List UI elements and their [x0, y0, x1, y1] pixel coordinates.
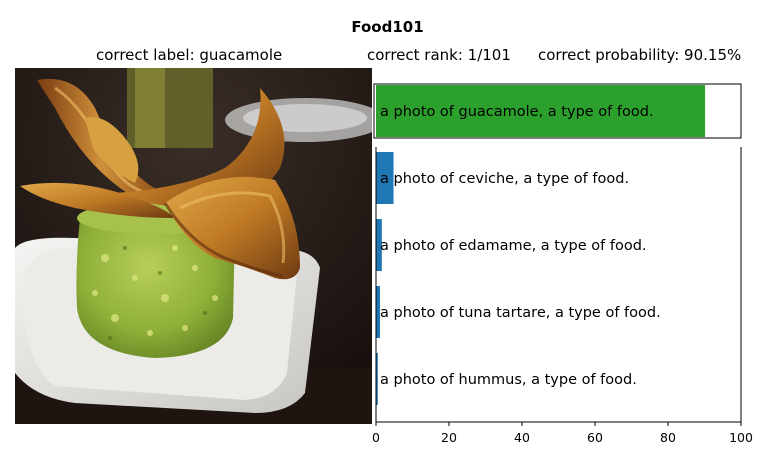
- correct-rank-text: correct rank: 1/101: [367, 46, 511, 64]
- x-tick-label-1: 20: [441, 430, 457, 445]
- x-tick-label-2: 40: [514, 430, 530, 445]
- x-tick-label-3: 60: [587, 430, 603, 445]
- bar-0: [376, 85, 706, 137]
- bar-2: [376, 219, 382, 271]
- x-tick-label-0: 0: [372, 430, 380, 445]
- category-label-4: a photo of hummus, a type of food.: [380, 372, 637, 388]
- x-tick-label-5: 100: [729, 430, 753, 445]
- category-label-0: a photo of guacamole, a type of food.: [380, 104, 654, 120]
- food-photo: [15, 68, 372, 424]
- guacamole-photo-illustration: [15, 68, 372, 424]
- chart-title: Food101: [351, 18, 424, 36]
- bar-1: [376, 152, 394, 204]
- top-bar-frame: [373, 83, 742, 139]
- category-label-2: a photo of edamame, a type of food.: [380, 238, 647, 254]
- bar-4: [376, 353, 378, 405]
- category-label-1: a photo of ceviche, a type of food.: [380, 171, 629, 187]
- category-label-3: a photo of tuna tartare, a type of food.: [380, 305, 661, 321]
- correct-label-text: correct label: guacamole: [96, 46, 283, 64]
- bar-3: [376, 286, 381, 338]
- correct-probability-text: correct probability: 90.15%: [538, 46, 742, 64]
- x-tick-label-4: 80: [660, 430, 676, 445]
